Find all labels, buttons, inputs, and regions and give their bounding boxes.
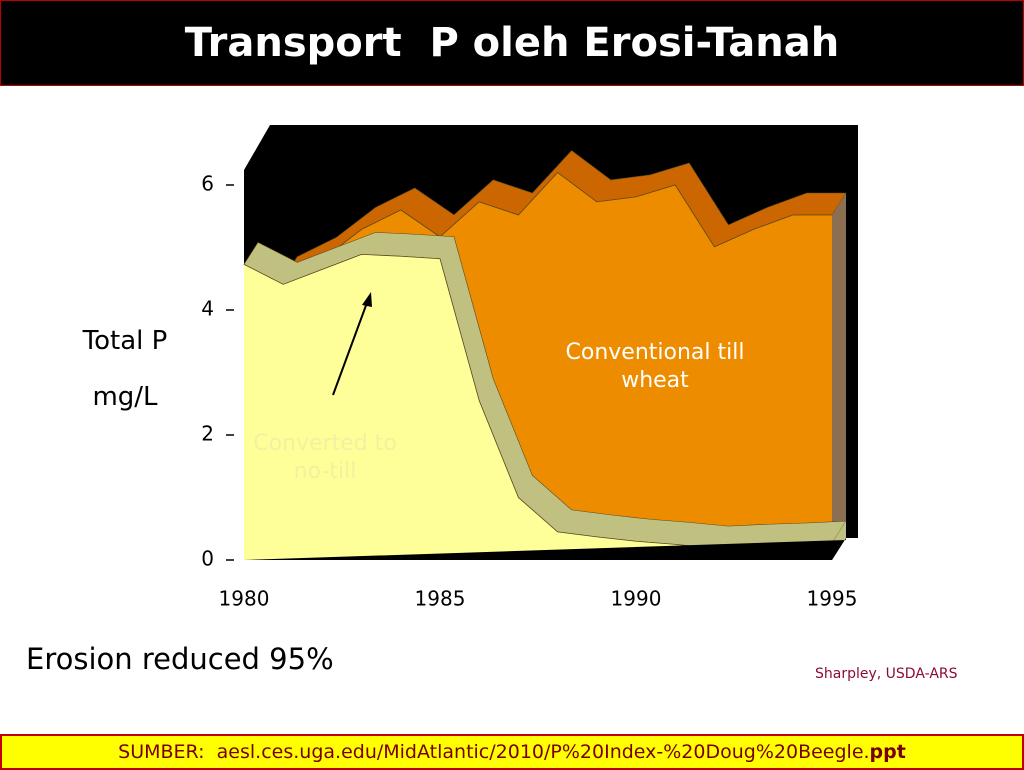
footer-text: SUMBER: aesl.ces.uga.edu/MidAtlantic/201… xyxy=(118,741,870,763)
y-tick-label: 4 xyxy=(201,297,214,321)
x-tick-label: 1980 xyxy=(219,587,270,611)
note: Erosion reduced 95% xyxy=(26,642,334,676)
y-tick-label: 6 xyxy=(201,172,214,196)
plot xyxy=(243,150,847,560)
floor-edge xyxy=(244,538,846,560)
arrow-head xyxy=(362,292,372,307)
y-axis-label: mg/L xyxy=(92,382,158,412)
arrow xyxy=(332,299,369,396)
title-bar: Transport P oleh Erosi-Tanah xyxy=(0,0,1024,86)
y-tick-label: 0 xyxy=(201,547,214,571)
footer: SUMBER: aesl.ces.uga.edu/MidAtlantic/201… xyxy=(0,734,1024,770)
series-label: Conventional till wheat xyxy=(565,340,745,393)
x-tick-label: 1985 xyxy=(415,587,466,611)
credit: Sharpley, USDA-ARS xyxy=(815,666,958,682)
y-axis-label: Total P xyxy=(82,326,168,356)
area-side xyxy=(832,193,846,560)
x-tick-label: 1990 xyxy=(611,587,662,611)
footer-bold: ppt xyxy=(869,741,906,763)
title: Transport P oleh Erosi-Tanah xyxy=(184,20,840,66)
series-label: Converted to no-till xyxy=(253,431,397,484)
area-fill xyxy=(244,254,832,560)
x-tick-label: 1995 xyxy=(807,587,858,611)
area-line xyxy=(283,171,832,280)
y-tick-label: 2 xyxy=(201,422,214,446)
